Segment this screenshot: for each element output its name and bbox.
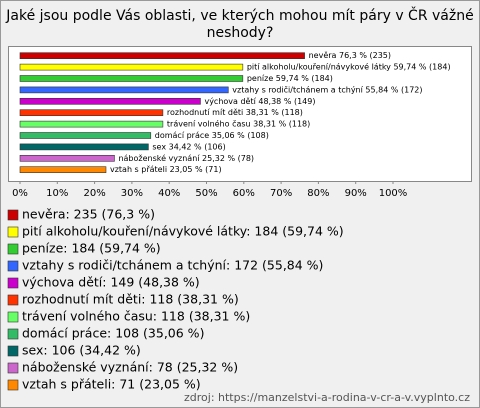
x-tick-label: 30% — [121, 188, 143, 199]
data-label: vztah s přáteli 23,05 % (71) — [110, 165, 222, 174]
bar — [19, 132, 152, 139]
data-label: trávení volného času 38,31 % (118) — [167, 119, 310, 129]
bar — [19, 63, 244, 71]
data-label: výchova dětí 48,38 % (149) — [204, 97, 315, 106]
x-tick-label: 50% — [195, 188, 217, 199]
x-tick-label: 100% — [379, 188, 408, 199]
legend-label: vztahy s rodiči/tchánem a tchýní: 172 (5… — [22, 258, 323, 273]
legend-label: pití alkoholu/kouření/návykové látky: 18… — [22, 224, 344, 239]
legend-swatch — [7, 243, 19, 255]
legend-label: výchova dětí: 149 (48,38 %) — [22, 275, 200, 290]
data-label: peníze 59,74 % (184) — [247, 74, 333, 83]
x-tick-label: 80% — [307, 188, 329, 199]
bar — [19, 109, 164, 116]
bar — [19, 75, 244, 82]
x-tick-label: 0% — [12, 188, 28, 199]
chart-title: Jaké jsou podle Vás oblasti, ve kterých … — [5, 6, 473, 24]
chart-title: neshody? — [207, 25, 274, 41]
x-tick-label: 90% — [345, 188, 367, 199]
bar — [19, 166, 107, 173]
data-label: vztahy s rodiči/tchánem a tchýní 55,84 %… — [232, 84, 422, 94]
bar — [19, 86, 229, 94]
legend-swatch — [7, 311, 19, 323]
x-tick-label: 40% — [158, 188, 180, 199]
legend-label: peníze: 184 (59,74 %) — [22, 241, 161, 256]
data-label: pití alkoholu/kouření/návykové látky 59,… — [247, 62, 451, 72]
legend-swatch — [7, 294, 19, 306]
legend-swatch — [7, 209, 19, 221]
bar — [19, 120, 164, 128]
bar — [19, 155, 115, 162]
bar — [19, 98, 201, 105]
data-label: domácí práce 35,06 % (108) — [155, 131, 269, 140]
data-label: sex 34,42 % (106) — [152, 142, 225, 151]
legend-swatch — [7, 277, 19, 289]
legend-label: sex: 106 (34,42 %) — [22, 343, 141, 358]
legend-swatch — [7, 379, 19, 391]
x-tick-label: 60% — [233, 188, 255, 199]
data-label: rozhodnutí mít děti 38,31 % (118) — [167, 108, 303, 117]
legend-label: rozhodnutí mít děti: 118 (38,31 %) — [22, 292, 239, 307]
legend-label: náboženské vyznání: 78 (25,32 %) — [22, 360, 238, 375]
legend-swatch — [7, 226, 19, 238]
legend-swatch — [7, 260, 19, 272]
data-label: náboženské vyznání 25,32 % (78) — [118, 153, 254, 163]
x-tick-label: 10% — [46, 188, 68, 199]
legend-label: nevěra: 235 (76,3 %) — [22, 207, 155, 222]
legend-swatch — [7, 362, 19, 374]
legend-label: vztah s přáteli: 71 (23,05 %) — [22, 377, 201, 392]
bar — [19, 52, 305, 60]
bar — [19, 143, 149, 151]
legend-swatch — [7, 345, 19, 357]
legend-swatch — [7, 328, 19, 340]
x-tick-label: 20% — [83, 188, 105, 199]
legend-label: domácí práce: 108 (35,06 %) — [22, 326, 204, 341]
legend-label: trávení volného času: 118 (38,31 %) — [22, 309, 250, 324]
data-label: nevěra 76,3 % (235) — [309, 51, 391, 60]
x-tick-label: 70% — [270, 188, 292, 199]
source: zdroj: https://manzelstvi-a-rodina-v-cr-… — [184, 391, 470, 404]
